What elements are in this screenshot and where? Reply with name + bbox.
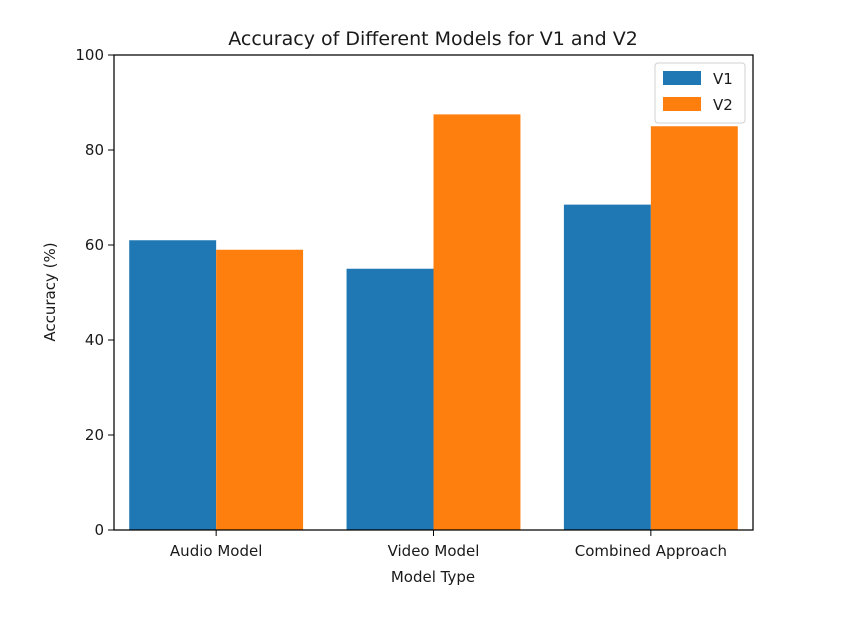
legend-label-v1: V1 [713, 70, 733, 88]
y-tick-label: 0 [94, 521, 104, 539]
bars-layer [129, 114, 738, 531]
y-tick-label: 80 [85, 141, 104, 159]
bar-v1-combined-approach [563, 204, 651, 531]
legend-swatch-v1 [663, 71, 701, 85]
y-tick-label: 20 [85, 426, 104, 444]
chart-title: Accuracy of Different Models for V1 and … [228, 28, 638, 50]
bar-v2-audio-model [216, 249, 304, 530]
y-axis-ticks: 0 20 40 60 80 100 [75, 46, 114, 539]
y-tick-label: 60 [85, 236, 104, 254]
plot-frame [113, 54, 754, 531]
x-axis-label: Model Type [391, 568, 475, 586]
bar-v1-video-model [346, 268, 434, 530]
bar-v2-video-model [433, 114, 521, 531]
x-tick-label: Combined Approach [575, 542, 727, 560]
x-axis-ticks: Audio Model Video Model Combined Approach [170, 530, 727, 560]
bar-v2-combined-approach [650, 126, 738, 530]
y-tick-label: 40 [85, 331, 104, 349]
bar-v1-audio-model [129, 240, 217, 530]
y-tick-label: 100 [75, 46, 104, 64]
legend-swatch-v2 [663, 97, 701, 111]
x-tick-label: Audio Model [170, 542, 262, 560]
y-axis-label: Accuracy (%) [41, 242, 59, 341]
x-tick-label: Video Model [388, 542, 480, 560]
legend-label-v2: V2 [713, 96, 733, 114]
